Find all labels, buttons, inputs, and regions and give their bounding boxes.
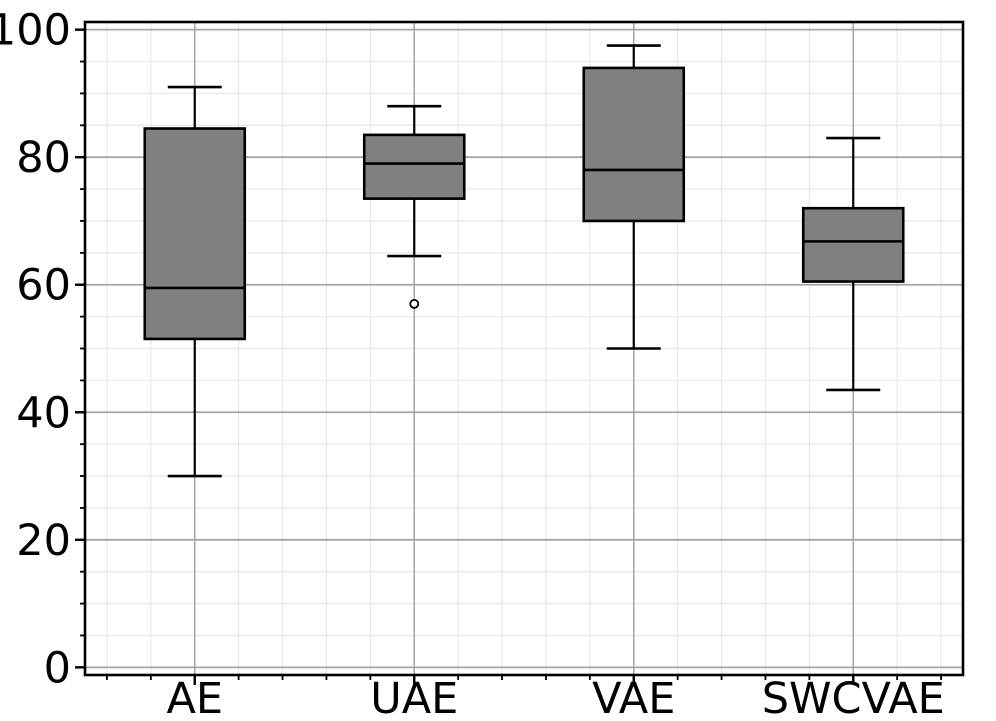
y-tick-label: 0 [44,643,71,693]
y-tick-label: 80 [16,133,71,183]
x-tick-label-swcvae: SWCVAE [762,674,945,721]
box-group-vae [582,44,686,350]
x-tick-label-ae: AE [166,674,223,721]
box-group-swcvae [801,136,905,392]
iqr-box-ae [143,127,247,341]
x-tick-label-uae: UAE [370,674,458,721]
outlier-marker-uae [409,298,420,309]
iqr-box-vae [582,66,686,223]
y-tick-label: 60 [16,261,71,311]
x-axis: AE UAE VAE SWCVAE [106,674,945,721]
y-tick-label: 20 [16,516,71,566]
box-group-uae [362,104,466,309]
box-group-ae [143,85,247,478]
iqr-box-uae [362,133,466,200]
iqr-box-swcvae [801,206,905,283]
y-axis: 0 20 40 60 80 100 [0,6,85,693]
x-tick-label-vae: VAE [592,674,675,721]
y-tick-label: 40 [16,388,71,438]
boxes [143,44,905,478]
y-tick-label: 100 [0,6,71,56]
